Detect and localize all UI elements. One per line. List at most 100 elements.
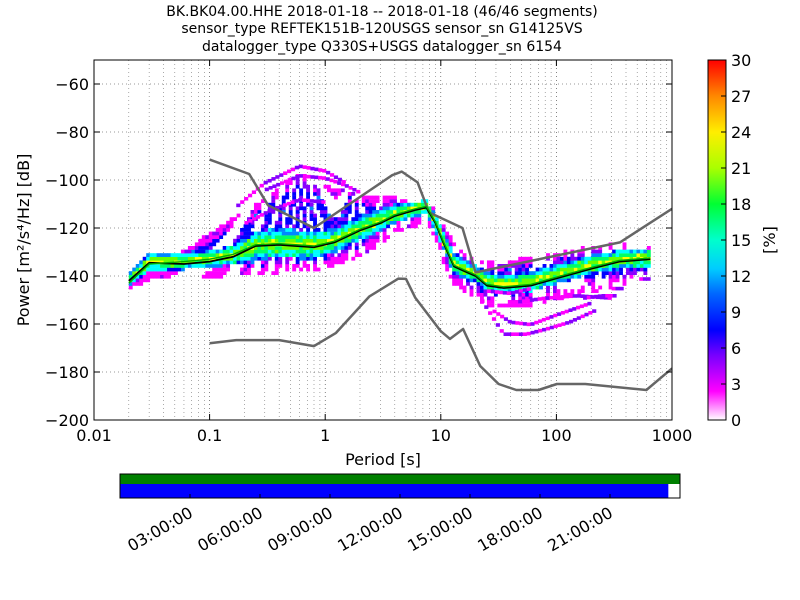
density-cell [198,249,203,254]
density-cell [281,249,286,254]
density-outlier-cell [279,181,285,185]
density-cell [326,231,331,236]
density-cell [563,264,568,268]
density-outlier-cell [576,305,581,310]
density-cell [518,303,523,308]
density-outlier-cell [283,179,288,184]
density-cell [295,206,300,211]
density-cell [566,260,571,265]
density-cell [222,249,227,254]
density-cell [570,264,575,268]
density-cell [201,246,206,250]
density-cell [368,195,373,200]
density-cell [313,235,317,239]
density-cell [591,271,596,275]
density-cell [525,256,530,261]
density-cell [427,220,432,225]
density-cell [330,246,335,250]
density-outlier-cell [576,294,581,298]
density-cell [483,292,488,297]
density-cell [292,228,297,232]
density-cell [201,253,206,257]
density-outlier-cell [541,296,546,301]
density-outlier-cell [526,322,531,327]
density-cell [340,253,345,257]
density-cell [479,289,484,293]
density-cell [612,278,617,283]
density-cell [410,202,415,207]
density-cell [358,217,363,221]
noise-model-high-line [209,158,672,274]
density-cell [365,231,370,236]
density-cell [323,246,328,250]
density-cell [591,260,596,265]
density-outlier-cell [619,286,624,291]
density-cell [340,213,345,218]
density-cell [612,274,617,279]
density-cell [222,228,227,232]
density-cell [372,235,377,239]
density-cell [306,228,311,232]
density-cell [295,246,300,250]
density-cell [358,231,363,236]
density-cell [326,260,331,265]
density-cell [323,235,328,239]
density-cell [608,274,613,279]
density-cell [372,210,377,214]
density-cell [285,260,290,265]
density-cell [573,256,578,261]
density-cell [587,274,592,279]
density-cell [615,278,620,283]
density-cell [410,206,415,211]
density-cell [459,256,464,261]
density-cell [219,274,224,279]
density-cell [253,206,258,211]
density-cell [497,274,502,279]
median-curve-line [128,205,651,288]
density-cell [636,253,641,257]
density-cell [445,235,450,239]
density-cell [441,228,446,232]
density-cell [643,260,648,265]
density-cell [497,278,502,283]
density-cell [299,188,304,193]
density-cell [260,199,265,203]
density-cell [253,256,258,261]
density-cell [267,231,272,236]
density-cell [212,260,217,265]
density-cell [504,274,509,279]
density-cell [257,231,262,236]
density-cell [264,220,269,225]
density-cell [320,206,324,211]
density-outlier-cell [588,311,593,315]
density-outlier-cell [309,199,314,203]
density-cell [344,231,349,236]
density-cell [174,267,178,272]
density-cell [274,195,279,200]
density-cell [337,231,342,236]
density-cell [486,300,491,304]
density-cell [233,260,237,265]
density-cell [452,242,457,247]
density-cell [452,271,457,275]
density-cell [215,264,220,268]
density-cell [448,242,453,247]
density-cell [285,217,290,221]
density-cell [201,274,206,279]
density-cell [302,264,307,268]
density-cell [128,278,133,283]
density-cell [504,303,509,308]
density-cell [330,228,335,232]
density-cell [243,271,248,275]
density-cell [518,278,523,283]
density-cell [608,278,613,283]
density-cell [406,213,411,218]
density-cell [490,282,495,286]
density-cell [393,206,397,211]
density-outlier-cell [515,332,520,336]
density-cell [646,260,651,265]
density-cell [358,253,363,257]
density-cell [320,253,324,257]
density-cell [187,264,192,268]
density-cell [340,228,345,232]
